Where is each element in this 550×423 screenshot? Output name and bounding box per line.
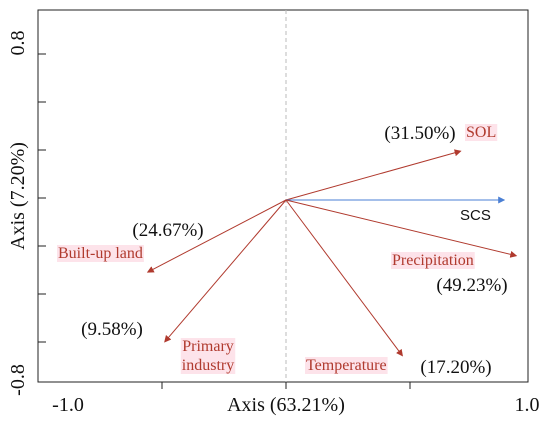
y-axis-ticks xyxy=(38,53,46,343)
x-tick-label-right: 1.0 xyxy=(515,394,540,416)
vector-label-highlight-built-up-land xyxy=(57,245,144,262)
x-axis-title: Axis (63.21%) xyxy=(227,394,345,416)
vector-label-highlight-temperature xyxy=(305,357,388,374)
plot-frame xyxy=(37,9,529,383)
vector-label-highlight-primary-industry xyxy=(180,338,236,374)
y-tick-label-top: 0.8 xyxy=(7,31,29,56)
vector-precipitation xyxy=(285,199,518,258)
y-axis-title: Axis (7.20%) xyxy=(7,142,29,250)
vector-sol xyxy=(285,149,462,201)
vector-label-sol: SOL xyxy=(466,124,496,141)
vector-built-up-land xyxy=(146,199,287,273)
contribution-label-precipitation: (49.23%) xyxy=(436,275,507,296)
label-layer: SOL (31.50%) SCS Precipitation (49.23%) Tempe… xyxy=(57,123,508,378)
vector-label-highlight-sol xyxy=(465,124,498,141)
vector-label-temperature: Temperature xyxy=(306,357,387,374)
vector-label-precipitation: Precipitation xyxy=(392,252,474,269)
contribution-label-sol: (31.50%) xyxy=(384,123,455,144)
vector-temperature xyxy=(285,199,403,357)
y-tick-label-bottom: -0.8 xyxy=(7,364,29,396)
contribution-label-primary-industry: (9.58%) xyxy=(81,319,143,340)
vector-label-built-up-land: Built-up land xyxy=(58,245,143,262)
contribution-label-built-up-land: (24.67%) xyxy=(132,220,203,241)
vector-primary-industry xyxy=(164,199,287,343)
vector-layer xyxy=(146,149,518,357)
vector-label-scs: SCS xyxy=(460,207,491,224)
contribution-label-temperature: (17.20%) xyxy=(420,357,491,378)
x-tick-label-left: -1.0 xyxy=(52,394,84,416)
x-axis-ticks xyxy=(161,382,411,389)
vector-label-highlight-precipitation xyxy=(391,252,475,269)
vector-label-primary-industry: Primary industry xyxy=(182,338,234,374)
